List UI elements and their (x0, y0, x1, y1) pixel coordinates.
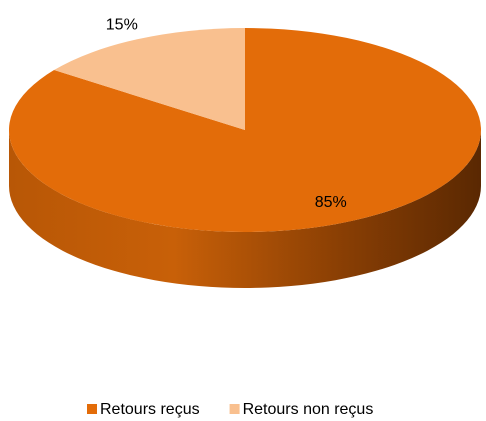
legend-label: Retours non reçus (243, 401, 374, 418)
legend-swatch (87, 404, 97, 414)
slice-side (9, 130, 481, 288)
slice (8, 28, 482, 232)
legend-label: Retours reçus (100, 401, 200, 418)
data-label: 85% (315, 194, 347, 211)
data-label: 15% (106, 17, 138, 34)
legend-swatch (229, 404, 240, 414)
slice (54, 28, 245, 130)
